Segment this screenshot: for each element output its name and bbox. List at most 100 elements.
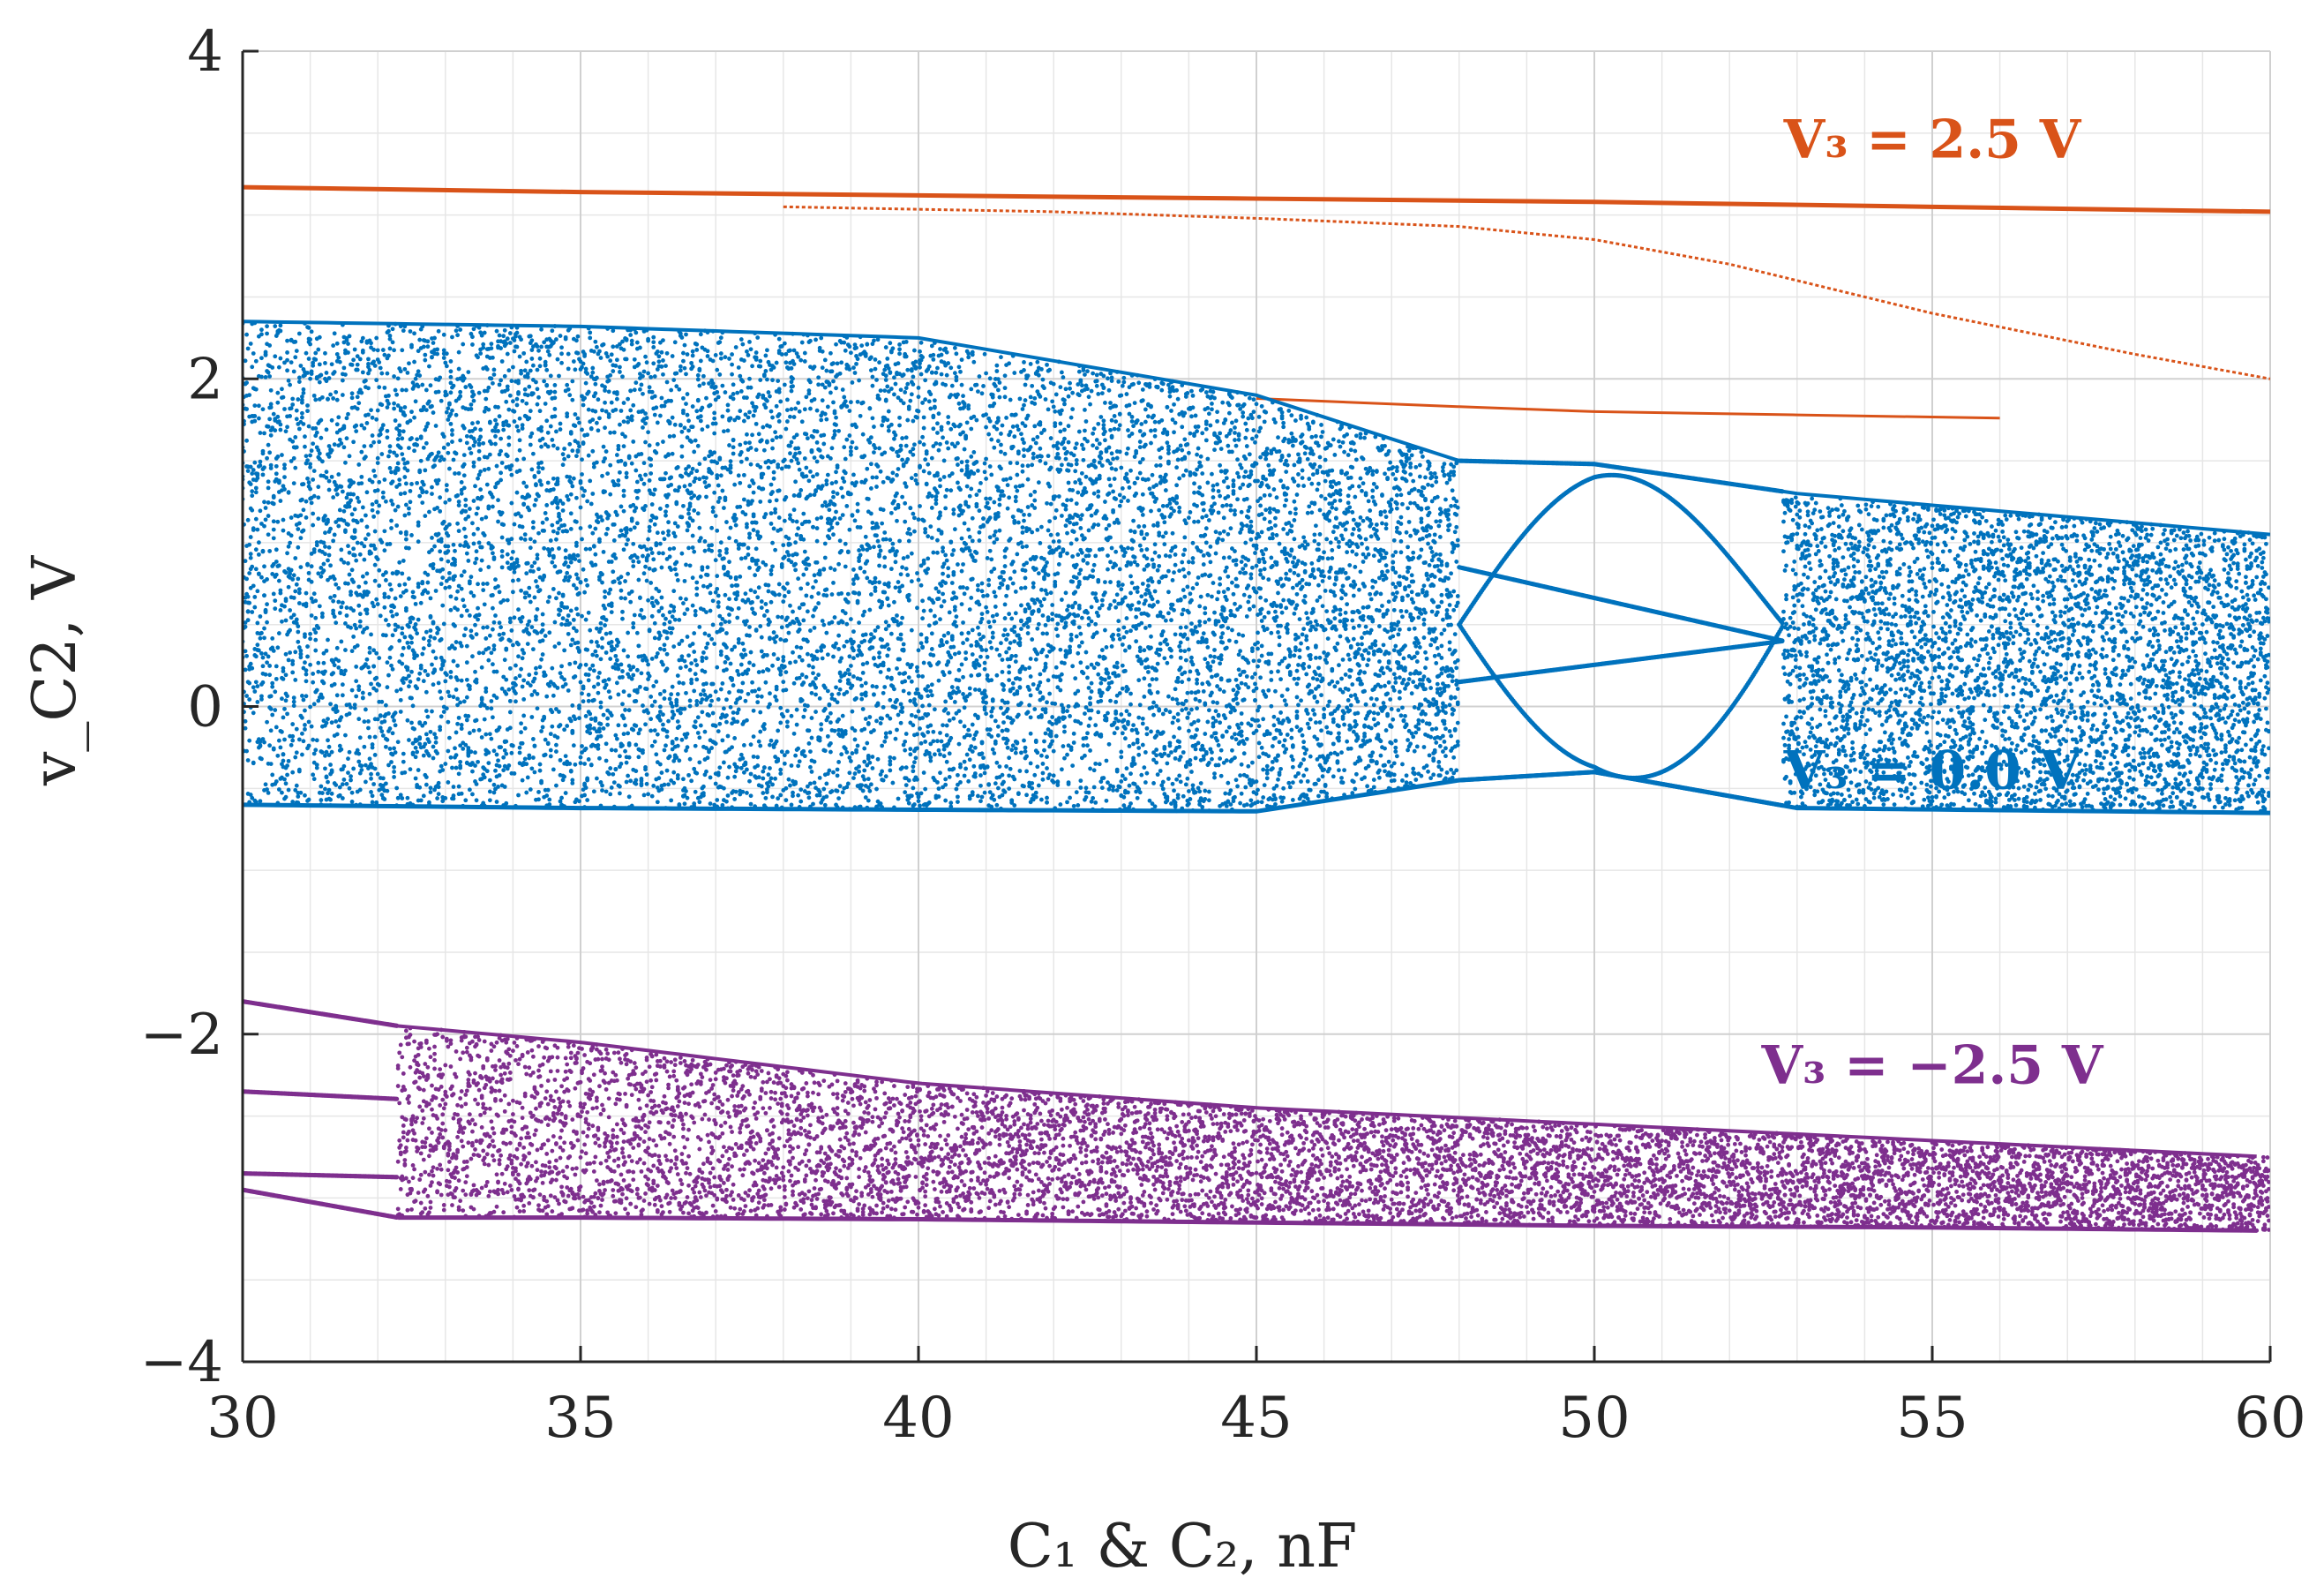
scatter-point — [713, 741, 718, 747]
scatter-point — [636, 362, 641, 366]
scatter-point — [616, 640, 621, 645]
scatter-point — [294, 417, 299, 422]
scatter-point — [626, 396, 631, 402]
scatter-point — [623, 708, 627, 712]
scatter-point — [574, 606, 579, 612]
scatter-point — [763, 369, 768, 373]
scatter-point — [496, 429, 500, 433]
scatter-point — [771, 526, 776, 531]
scatter-point — [588, 335, 593, 341]
scatter-point — [713, 781, 718, 786]
scatter-point — [248, 555, 253, 560]
scatter-point — [392, 770, 396, 774]
scatter-point — [753, 628, 759, 633]
scatter-point — [597, 349, 602, 354]
scatter-point — [504, 677, 509, 682]
scatter-point — [319, 565, 324, 570]
scatter-point — [712, 642, 717, 646]
scatter-point — [262, 635, 266, 641]
scatter-point — [260, 664, 266, 669]
scatter-point — [779, 615, 784, 620]
scatter-point — [529, 715, 535, 719]
scatter-point — [718, 473, 723, 478]
scatter-point — [450, 432, 454, 437]
scatter-point — [263, 352, 268, 357]
scatter-point — [715, 528, 720, 533]
scatter-point — [713, 384, 718, 389]
scatter-point — [326, 545, 332, 550]
scatter-point — [346, 350, 350, 355]
scatter-point — [768, 742, 772, 748]
scatter-point — [285, 368, 289, 373]
scatter-point — [628, 388, 633, 394]
scatter-point — [431, 682, 436, 688]
scatter-point — [323, 753, 327, 758]
scatter-point — [779, 352, 784, 357]
scatter-point — [344, 605, 349, 610]
scatter-point — [476, 526, 480, 531]
scatter-point — [643, 440, 648, 445]
scatter-point — [362, 744, 367, 749]
scatter-point — [405, 371, 410, 375]
scatter-point — [258, 508, 263, 514]
scatter-point — [290, 662, 296, 666]
scatter-point — [403, 608, 409, 613]
scatter-point — [402, 635, 408, 640]
scatter-point — [581, 493, 586, 499]
scatter-point — [539, 729, 544, 733]
scatter-point — [314, 688, 319, 693]
scatter-point — [430, 451, 434, 456]
scatter-point — [633, 778, 639, 783]
scatter-point — [573, 424, 578, 428]
scatter-point — [501, 522, 506, 527]
scatter-point — [735, 765, 740, 770]
scatter-point — [421, 753, 426, 758]
scatter-point — [732, 512, 738, 517]
scatter-point — [364, 490, 370, 495]
scatter-point — [788, 660, 792, 665]
scatter-point — [253, 654, 259, 659]
scatter-point — [606, 415, 611, 419]
scatter-point — [417, 785, 423, 790]
scatter-point — [590, 530, 596, 536]
scatter-point — [501, 597, 506, 603]
scatter-point — [537, 364, 543, 369]
scatter-point — [415, 653, 420, 658]
scatter-point — [395, 376, 401, 381]
scatter-point — [540, 622, 545, 627]
scatter-point — [574, 495, 579, 500]
scatter-point — [768, 511, 774, 516]
scatter-point — [784, 615, 790, 620]
scatter-point — [782, 761, 787, 766]
scatter-point — [713, 689, 718, 695]
scatter-point — [731, 445, 736, 450]
scatter-point — [745, 349, 749, 354]
scatter-point — [326, 487, 332, 492]
scatter-point — [670, 704, 675, 709]
scatter-point — [466, 370, 471, 374]
scatter-point — [305, 562, 310, 567]
scatter-point — [471, 443, 476, 448]
scatter-point — [779, 466, 784, 471]
scatter-point — [568, 511, 574, 516]
scatter-point — [597, 755, 602, 761]
scatter-point — [751, 413, 756, 418]
scatter-point — [280, 619, 284, 624]
scatter-point — [527, 416, 532, 421]
scatter-point — [713, 514, 718, 519]
scatter-point — [648, 462, 654, 468]
scatter-point — [300, 397, 304, 402]
scatter-point — [678, 665, 683, 671]
scatter-point — [380, 348, 386, 352]
scatter-point — [661, 551, 665, 556]
scatter-point — [311, 772, 316, 778]
scatter-point — [252, 418, 258, 424]
scatter-point — [271, 411, 276, 417]
scatter-point — [497, 763, 502, 769]
scatter-point — [506, 541, 512, 545]
scatter-point — [603, 449, 609, 454]
scatter-point — [700, 427, 705, 432]
scatter-point — [461, 342, 466, 347]
scatter-point — [511, 364, 515, 370]
scatter-point — [708, 694, 713, 698]
